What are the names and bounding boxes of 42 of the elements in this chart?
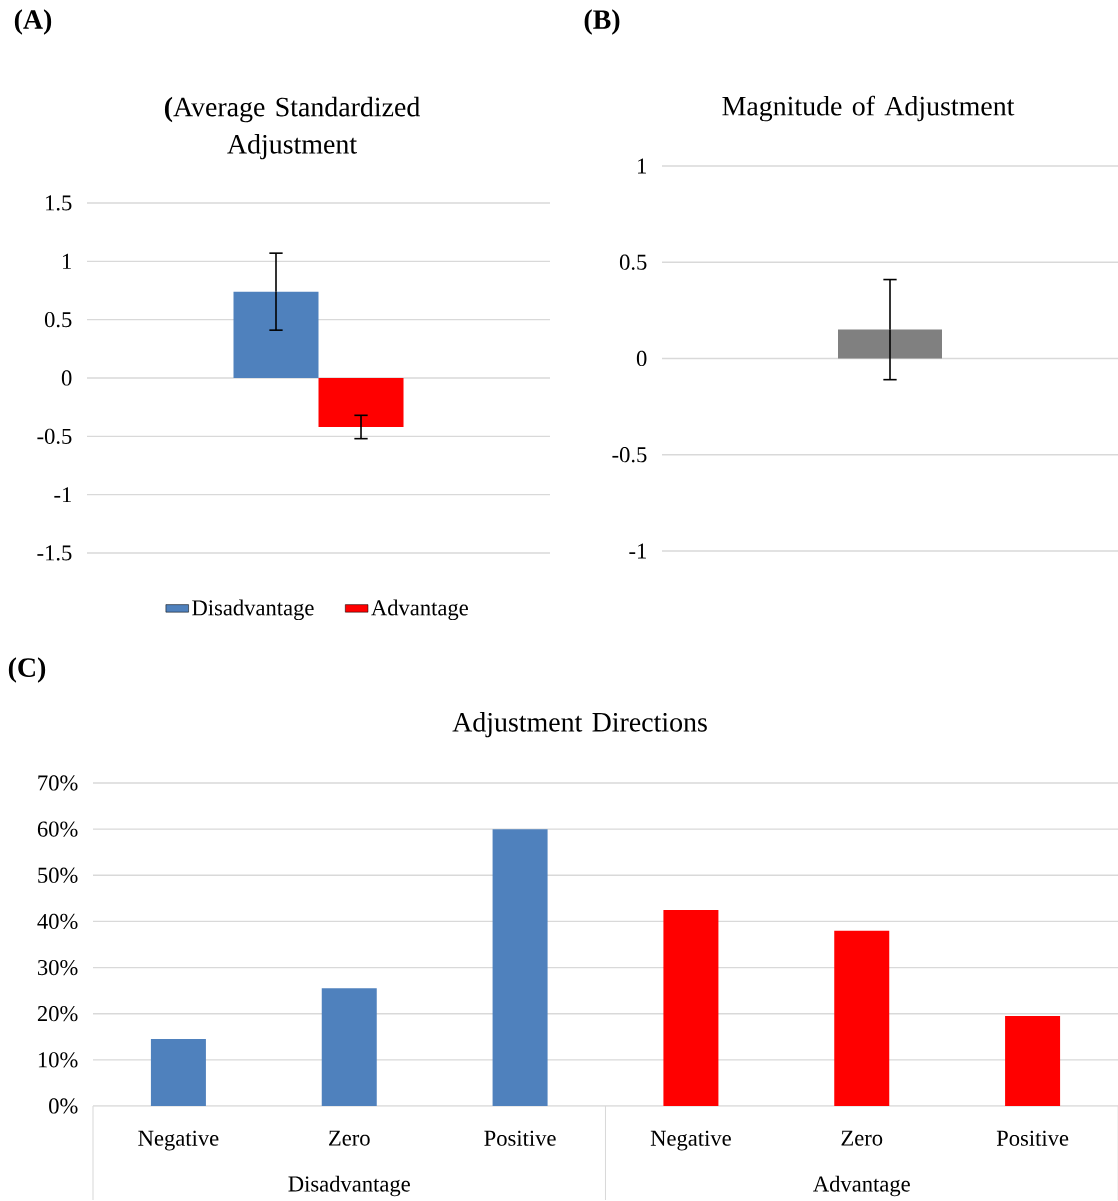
y-tick-label: 50%	[38, 867, 78, 883]
y-tick-label: 10%	[38, 1052, 78, 1068]
bar	[492, 829, 548, 1106]
y-tick-label: 0	[636, 350, 647, 367]
chart-title: Magnitude of Adjustment	[722, 95, 1015, 122]
x-tick-label: Negative	[650, 1130, 731, 1151]
y-tick-label: 70%	[38, 775, 78, 791]
y-tick-label: 40%	[37, 913, 78, 930]
x-tick-label: Positive	[996, 1130, 1069, 1146]
text: (A)	[14, 9, 52, 35]
y-tick-label: 30%	[38, 959, 78, 976]
y-tick-label: -1	[54, 487, 71, 503]
text: (B)	[584, 9, 620, 35]
y-tick-label: 1	[638, 158, 646, 174]
y-tick-label: -1	[629, 543, 646, 559]
text: (C)	[8, 657, 46, 683]
y-tick-label: 0%	[49, 1098, 78, 1114]
x-tick-label: Positive	[484, 1130, 556, 1146]
y-tick-label: 0.5	[619, 254, 647, 270]
y-tick-label: 1.5	[46, 195, 72, 211]
y-tick-label: 0	[61, 370, 72, 386]
bar	[834, 930, 890, 1106]
x-tick-label: Zero	[329, 1130, 370, 1146]
bar	[321, 988, 377, 1106]
y-tick-label: 60%	[37, 821, 78, 837]
y-tick-label: 1	[63, 253, 71, 269]
bar	[150, 1039, 206, 1106]
y-tick-label: 0.5	[44, 311, 72, 328]
x-tick-label: Negative	[138, 1130, 219, 1151]
y-tick-label: 20%	[37, 1006, 78, 1022]
legend-label: Advantage	[371, 599, 468, 621]
y-tick-label: -0.5	[612, 447, 647, 463]
bar	[663, 909, 719, 1106]
text: Advantage	[813, 1175, 910, 1197]
text: Disadvantage	[288, 1175, 410, 1197]
chart-title: (Average Standardized Adjustment	[164, 96, 420, 160]
chart-title: Adjustment Directions	[452, 712, 707, 738]
bar	[1005, 1016, 1061, 1106]
x-tick-label: Zero	[841, 1130, 883, 1146]
y-tick-label: -0.5	[37, 428, 72, 444]
legend-label: Disadvantage	[192, 599, 314, 621]
y-tick-label: -1.5	[37, 545, 72, 561]
